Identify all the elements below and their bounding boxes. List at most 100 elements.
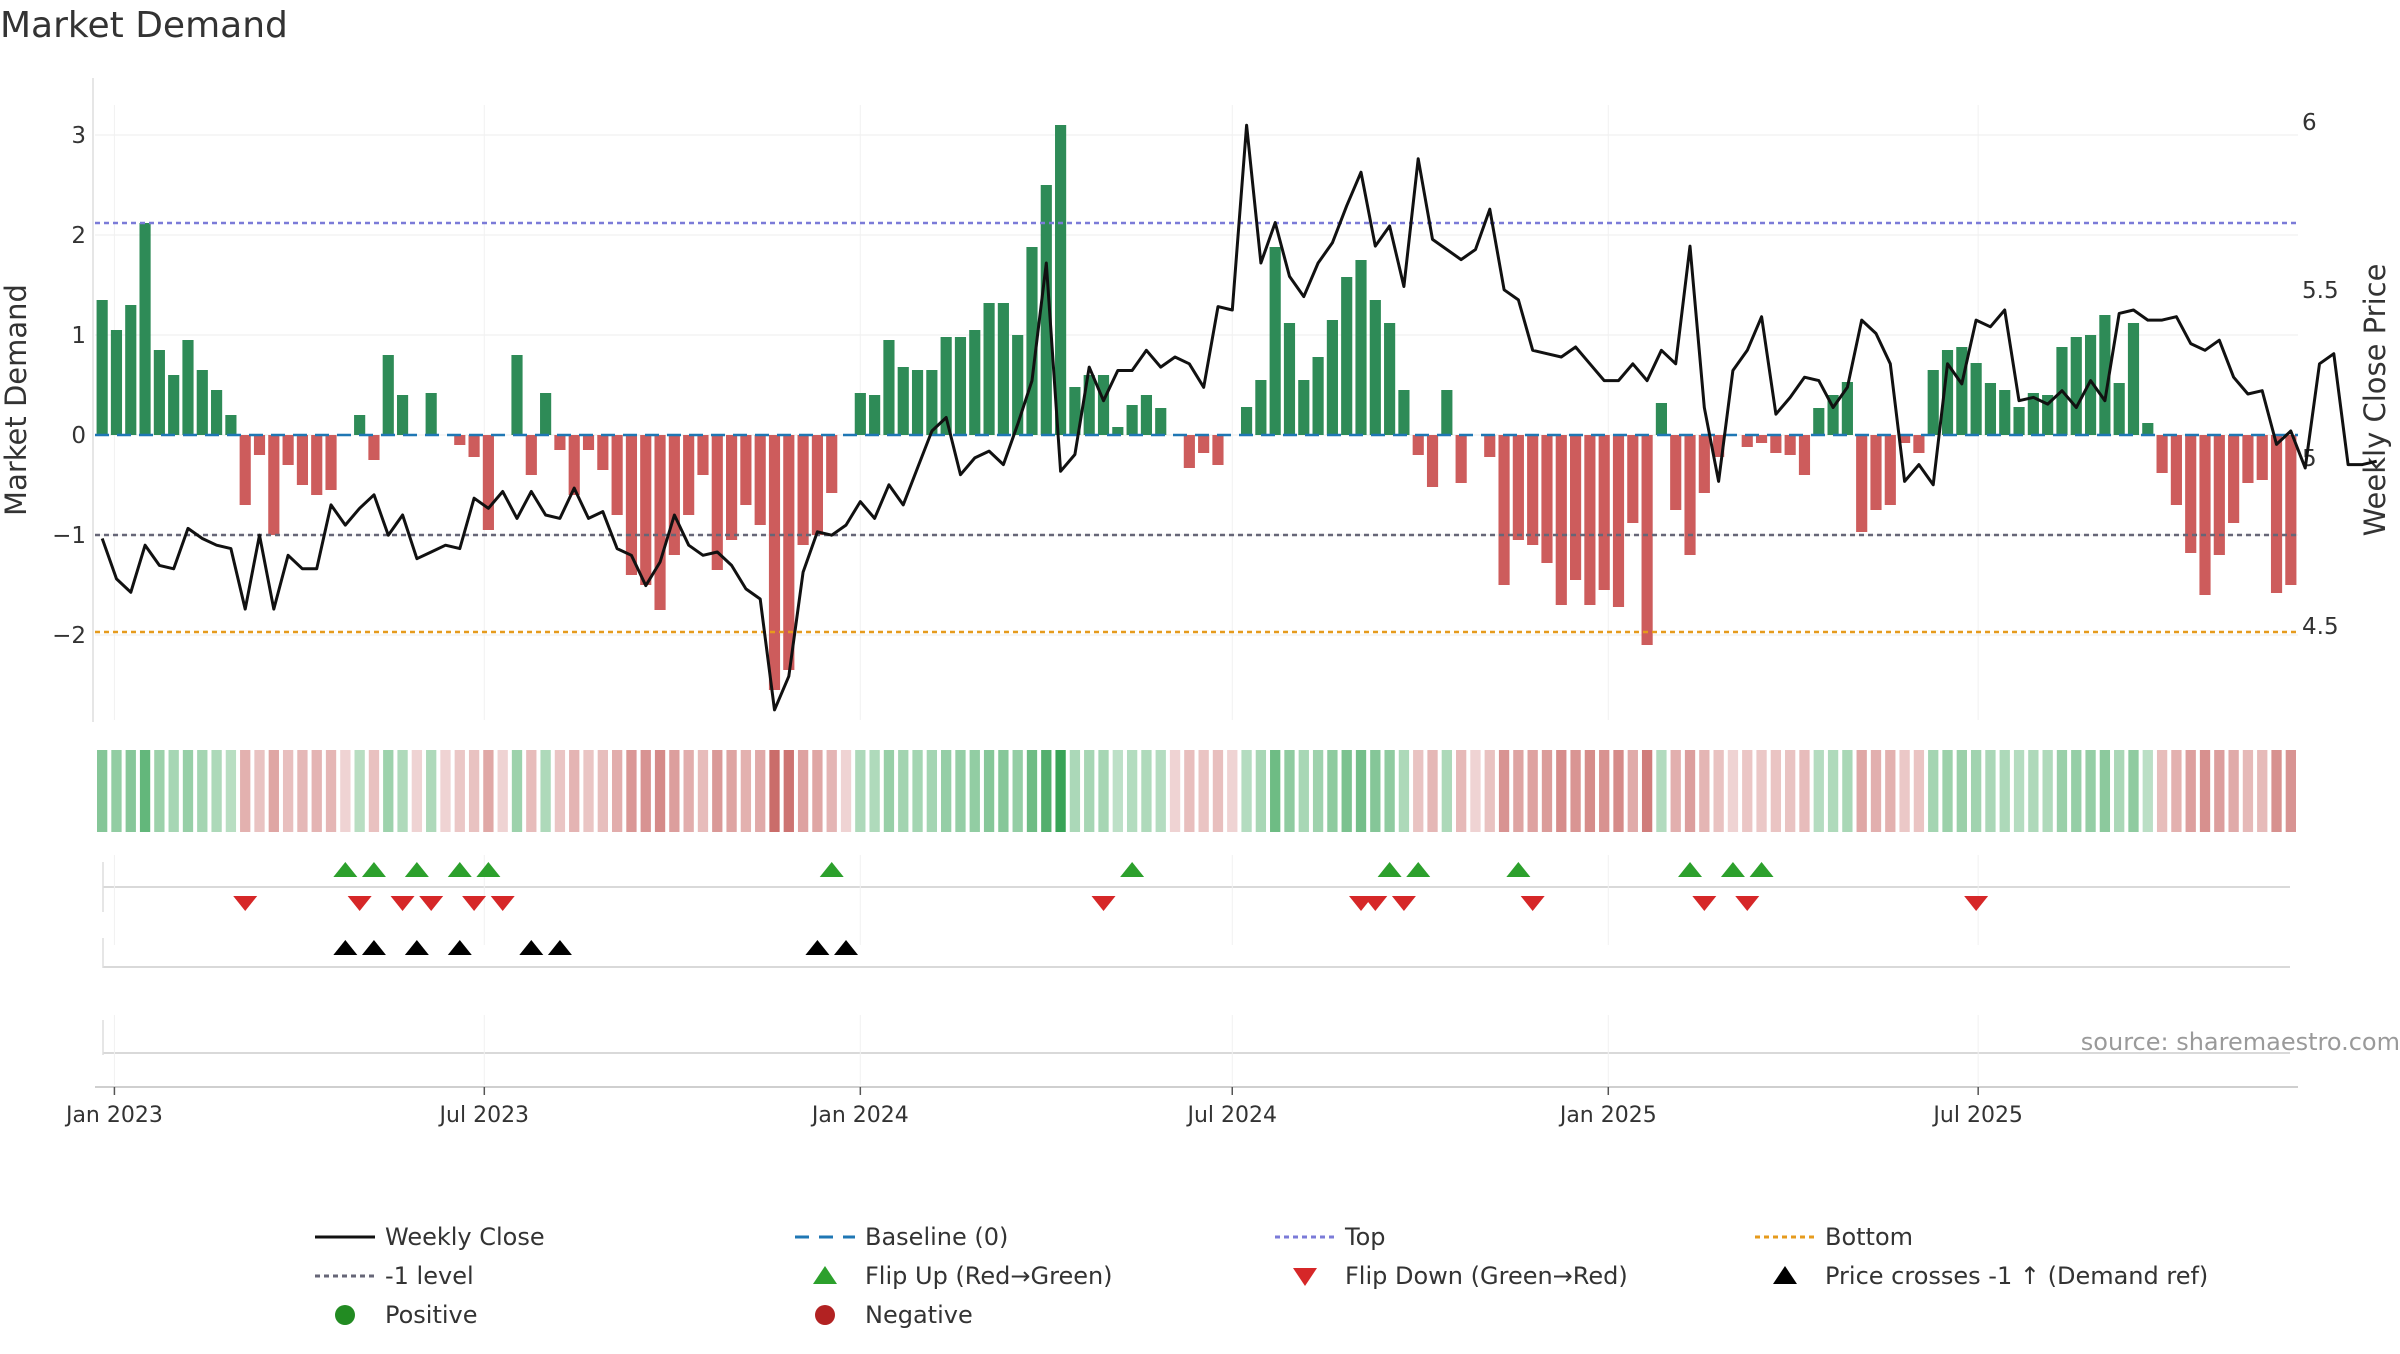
bar-negative: [826, 435, 838, 493]
heat-cell: [1885, 750, 1896, 832]
heat-cell: [225, 750, 237, 832]
bar-negative: [711, 435, 723, 570]
bar-positive: [1813, 408, 1825, 435]
bar-positive: [425, 393, 437, 435]
bar-positive: [225, 415, 237, 435]
flip-down-marker: [390, 896, 415, 911]
heat-cell: [1541, 750, 1553, 832]
heat-cell: [1613, 750, 1624, 832]
bar-positive: [1069, 387, 1081, 435]
flip-up-marker: [1678, 862, 1703, 877]
bar-positive: [540, 393, 552, 435]
x-tick-label: Jan 2023: [64, 1103, 163, 1128]
bar-negative: [1512, 435, 1524, 540]
bar-positive: [1112, 427, 1124, 435]
bar-negative: [1498, 435, 1510, 585]
heat-cell: [1641, 750, 1653, 832]
bar-positive: [125, 305, 137, 435]
bar-negative: [368, 435, 380, 460]
heat-cell: [1255, 750, 1267, 832]
heat-cell: [2085, 750, 2096, 832]
bar-positive: [954, 337, 967, 435]
heat-cell: [912, 750, 923, 832]
bar-positive: [1140, 395, 1153, 435]
heat-cell: [1098, 750, 1109, 832]
heat-cell: [1327, 750, 1338, 832]
flip-up-marker: [404, 862, 429, 877]
heat-cell: [1942, 750, 1953, 832]
legend-label: Flip Up (Red→Green): [865, 1262, 1113, 1290]
bar-negative: [1884, 435, 1896, 505]
legend-item: Flip Up (Red→Green): [813, 1262, 1113, 1290]
cross-up-marker: [404, 940, 429, 955]
x-tick-label: Jul 2025: [1931, 1103, 2023, 1128]
flip-down-marker: [1091, 896, 1116, 911]
bar-positive: [153, 350, 165, 435]
legend-swatch-tri-up: [1773, 1266, 1797, 1284]
heat-cell: [1241, 750, 1252, 832]
cross-up-marker: [447, 940, 472, 955]
flip-up-marker: [361, 862, 386, 877]
y2-tick-label: 6: [2302, 110, 2317, 136]
bar-positive: [1240, 407, 1253, 435]
bar-positive: [1155, 408, 1167, 435]
y-tick-label: 2: [71, 223, 86, 249]
heat-cell: [2071, 750, 2082, 832]
heat-cell: [1212, 750, 1224, 832]
legend-label: Weekly Close: [385, 1223, 545, 1251]
heat-cell: [869, 750, 880, 832]
bar-negative: [482, 435, 494, 530]
bar-positive: [1255, 380, 1267, 435]
heat-cell: [1126, 750, 1138, 832]
x-tick-label: Jan 2024: [810, 1103, 909, 1128]
heat-cell: [1026, 750, 1038, 832]
bar-positive: [1956, 347, 1968, 435]
heat-cell: [1928, 750, 1939, 832]
bar-negative: [568, 435, 580, 495]
y-tick-label: −1: [52, 523, 86, 549]
heat-cell: [111, 750, 122, 832]
heat-cell: [1913, 750, 1925, 832]
legend-item: Bottom: [1755, 1223, 1913, 1251]
bar-negative: [1198, 435, 1210, 453]
legend-label: Price crosses -1 ↑ (Demand ref): [1825, 1262, 2208, 1290]
heat-cell: [1684, 750, 1696, 832]
heat-cell: [1155, 750, 1166, 832]
bar-negative: [525, 435, 537, 475]
heat-cell: [1069, 750, 1081, 832]
heat-cell: [1355, 750, 1367, 832]
bar-negative: [282, 435, 294, 465]
legend-item: Price crosses -1 ↑ (Demand ref): [1773, 1262, 2208, 1290]
heat-cell: [1799, 750, 1810, 832]
heat-cell: [139, 750, 151, 832]
bar-negative: [1527, 435, 1539, 545]
flip-down-marker: [490, 896, 515, 911]
bar-negative: [2185, 435, 2197, 553]
heat-cell: [2013, 750, 2025, 832]
heat-cell: [712, 750, 723, 832]
heat-cell: [826, 750, 837, 832]
heat-cell: [1670, 750, 1681, 832]
bar-positive: [382, 355, 394, 435]
heat-cell: [2228, 750, 2239, 832]
flip-down-marker: [1692, 896, 1717, 911]
heat-cell: [254, 750, 265, 832]
heat-cell: [569, 750, 580, 832]
heat-cell: [1041, 750, 1052, 832]
heat-cell: [2114, 750, 2125, 832]
heat-cell: [1055, 750, 1066, 832]
x-axis: Jan 2023 Jul 2023 Jan 2024 Jul 2024 Jan 2025…: [64, 1086, 2298, 1128]
heat-cell: [2214, 750, 2225, 832]
heat-cell: [1827, 750, 1839, 832]
heat-cell: [2271, 750, 2282, 832]
bar-negative: [1798, 435, 1811, 475]
bar-negative: [1412, 435, 1424, 455]
bar-positive: [511, 355, 523, 435]
bar-positive: [2127, 323, 2140, 435]
bar-negative: [2170, 435, 2182, 505]
bar-positive: [1384, 323, 1396, 435]
heat-cell: [2128, 750, 2139, 832]
heat-cell: [855, 750, 866, 832]
heat-cell: [1813, 750, 1824, 832]
